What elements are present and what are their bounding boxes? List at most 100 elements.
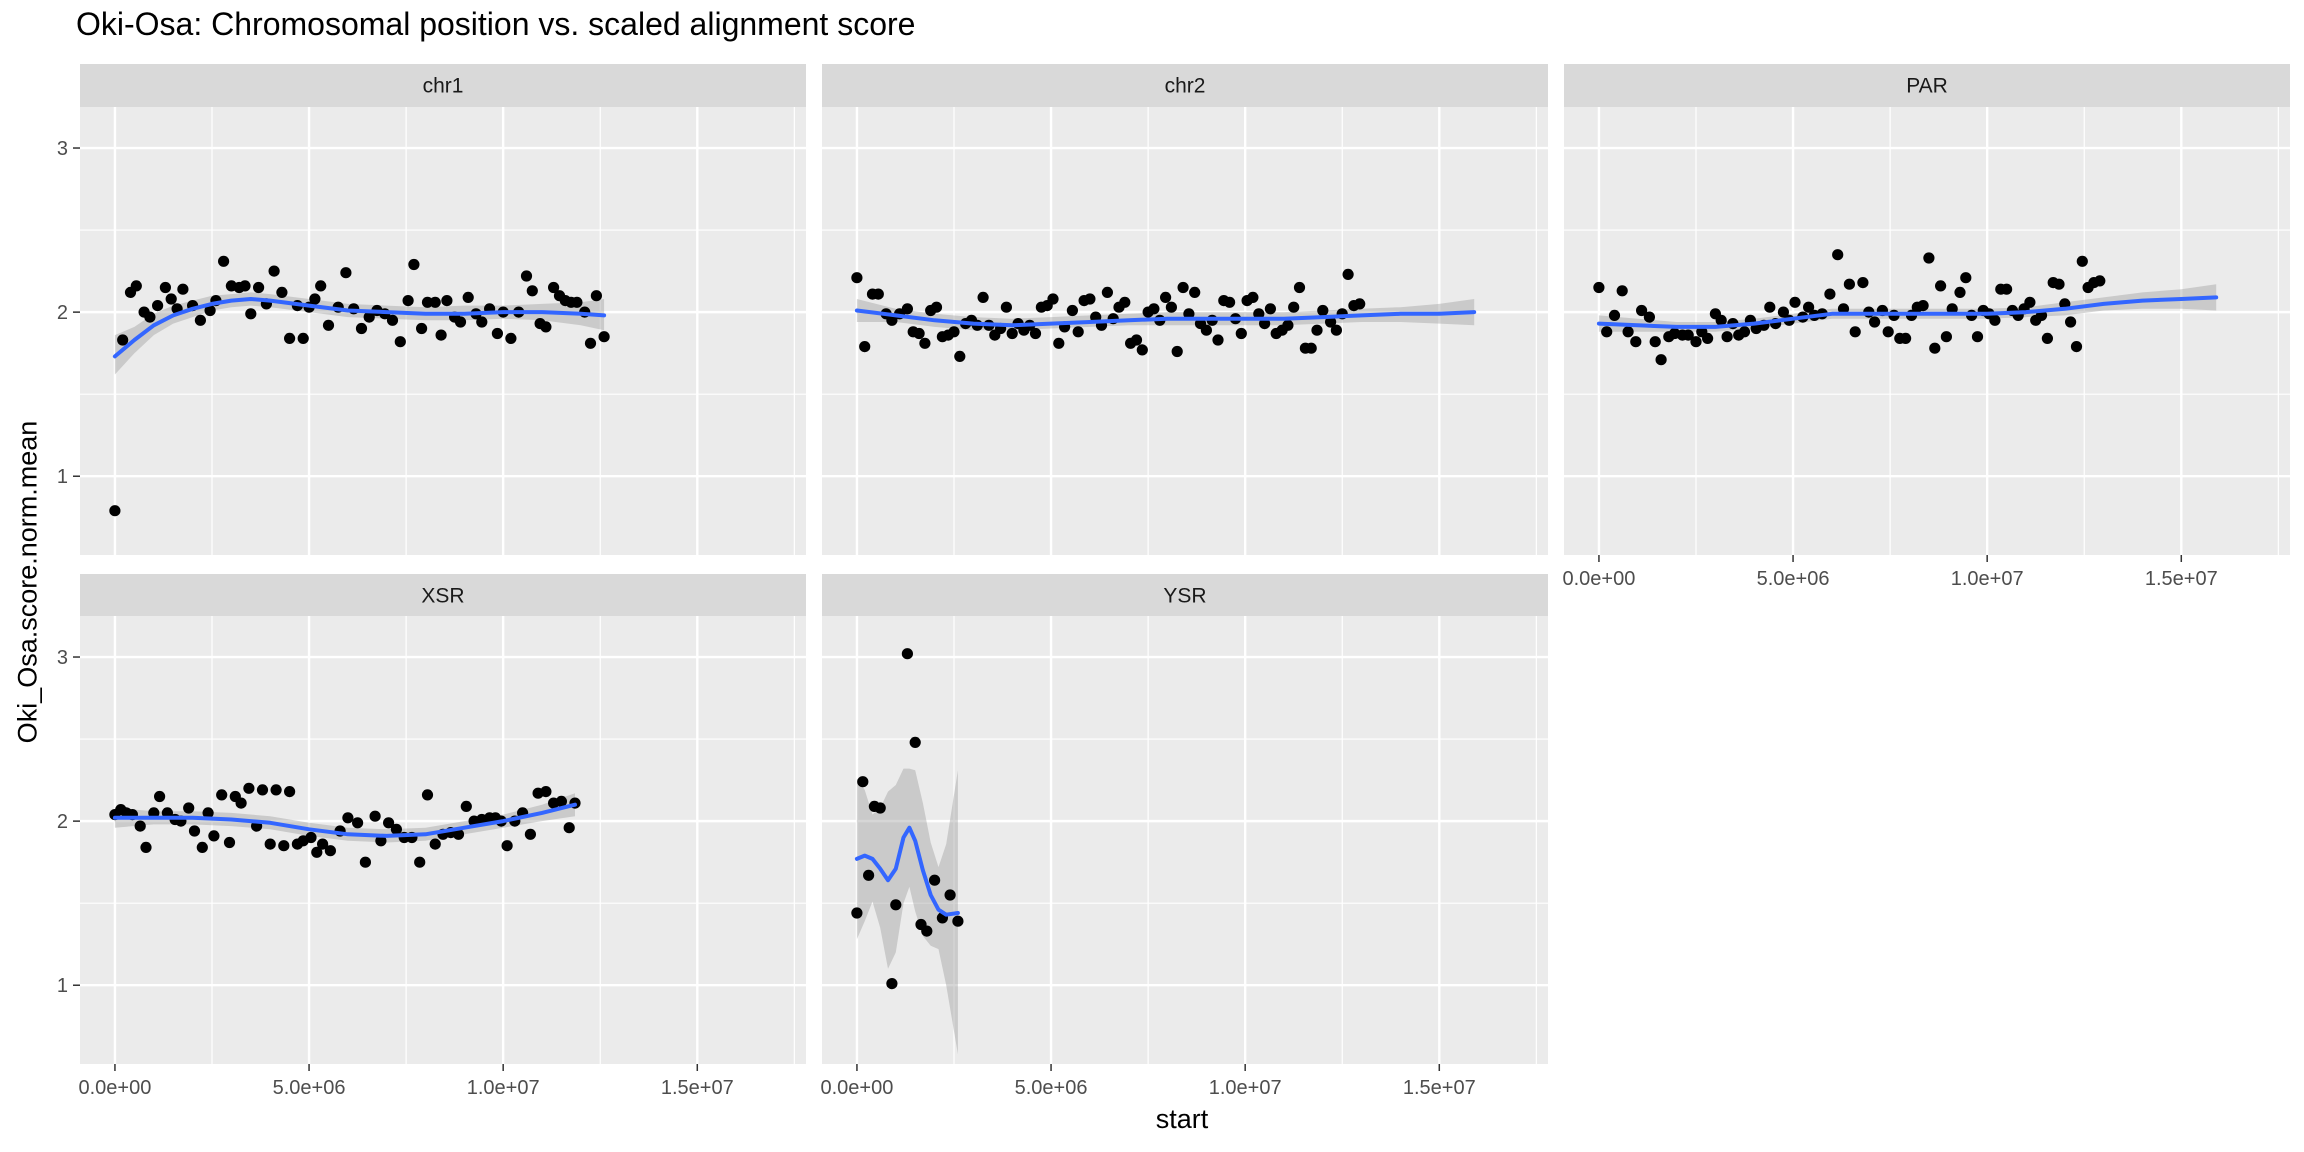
data-point — [1212, 334, 1224, 346]
x-tick-label: 1.0e+07 — [467, 1077, 540, 1099]
data-point — [315, 280, 327, 292]
data-point — [355, 322, 368, 335]
data-point — [571, 296, 583, 308]
data-point — [524, 828, 537, 840]
data-point — [154, 790, 166, 803]
data-point — [1311, 324, 1323, 336]
data-point — [359, 856, 371, 868]
data-point — [913, 327, 925, 340]
data-point — [909, 736, 921, 749]
data-point — [148, 807, 160, 819]
data-point — [919, 337, 931, 349]
data-point — [204, 304, 216, 317]
data-point — [977, 291, 989, 303]
strip-par — [1564, 64, 2290, 107]
smooth-line-ysr — [854, 825, 960, 917]
data-point — [109, 505, 121, 517]
smooth-line-xsr — [112, 802, 577, 838]
y-tick-label: 3 — [57, 647, 68, 669]
data-point — [1171, 345, 1183, 358]
data-point — [930, 301, 943, 313]
data-point — [1857, 277, 1869, 289]
data-point — [1354, 298, 1366, 310]
strip-label-xsr: XSR — [421, 585, 464, 608]
data-point — [322, 319, 335, 331]
data-point — [1282, 319, 1294, 331]
data-point — [1690, 336, 1702, 348]
data-point — [363, 311, 375, 323]
panel-chr1: chr1 1 2 3 — [57, 64, 806, 555]
data-point — [1235, 327, 1247, 340]
data-point — [1643, 311, 1655, 323]
data-point — [309, 293, 321, 305]
panel-chr2: chr2 — [822, 64, 1548, 555]
data-point — [1325, 316, 1337, 328]
data-point — [144, 311, 156, 323]
data-point — [421, 789, 434, 801]
data-point — [1636, 304, 1648, 317]
x-tick-label: 1.5e+07 — [2145, 568, 2218, 590]
data-point — [874, 802, 886, 814]
data-point — [1649, 336, 1661, 348]
data-point — [1342, 268, 1354, 280]
data-point — [2041, 332, 2053, 344]
data-point — [386, 314, 399, 326]
data-point — [1843, 278, 1855, 290]
data-point — [1971, 331, 1984, 343]
x-axis-label: start — [1155, 1104, 1209, 1134]
chart-title: Oki-Osa: Chromosomal position vs. scaled… — [76, 6, 916, 42]
data-point — [598, 331, 610, 343]
data-point — [253, 281, 265, 294]
x-tick-label: 1.0e+07 — [1951, 568, 2024, 590]
data-point — [256, 784, 269, 796]
y-tick-label: 1 — [57, 975, 68, 997]
data-point — [208, 830, 220, 842]
data-point — [1946, 303, 1958, 315]
data-point — [929, 874, 941, 886]
data-point — [1824, 288, 1836, 300]
data-point — [505, 332, 517, 344]
data-point — [245, 308, 257, 320]
panel-xsr: XSR 1 2 3 0.0e+00 5.0e+06 1.0e+07 1.5e+07 — [57, 574, 806, 1099]
data-point — [859, 341, 871, 353]
data-point — [305, 831, 317, 844]
data-point — [1715, 314, 1727, 326]
data-point — [159, 281, 171, 294]
data-point — [202, 807, 214, 819]
data-point — [952, 915, 964, 927]
data-point — [1832, 249, 1844, 261]
data-point — [2070, 341, 2083, 353]
data-point — [394, 336, 406, 348]
data-point — [1630, 336, 1642, 348]
panel-par: PAR 0.0e+00 5.0e+06 1.0e+07 1.5e+07 — [1563, 64, 2290, 590]
data-point — [1200, 324, 1212, 336]
data-point — [216, 789, 228, 801]
data-point — [1029, 327, 1042, 340]
x-tick-label: 0.0e+00 — [1563, 568, 1636, 590]
strip-label-chr1: chr1 — [423, 75, 464, 98]
data-point — [408, 258, 420, 271]
data-point — [1136, 344, 1148, 356]
x-tick-label: 1.5e+07 — [1403, 1077, 1476, 1099]
data-point — [352, 817, 364, 829]
strip-label-chr2: chr2 — [1165, 75, 1206, 98]
data-point — [1288, 301, 1300, 313]
strip-xsr — [80, 574, 806, 617]
data-point — [165, 293, 177, 305]
data-point — [1084, 293, 1096, 305]
data-point — [1721, 331, 1733, 343]
data-point — [1000, 301, 1013, 313]
data-point — [177, 283, 189, 295]
data-point — [270, 784, 282, 796]
y-tick-label: 3 — [57, 138, 68, 160]
data-point — [218, 255, 230, 267]
data-point — [402, 295, 414, 307]
data-point — [460, 800, 472, 813]
data-point — [1165, 301, 1177, 313]
data-point — [1882, 326, 1894, 338]
data-point — [1330, 324, 1342, 336]
data-point — [1317, 304, 1329, 317]
data-point — [2001, 283, 2013, 295]
data-point — [1160, 291, 1172, 303]
data-point — [196, 841, 208, 854]
